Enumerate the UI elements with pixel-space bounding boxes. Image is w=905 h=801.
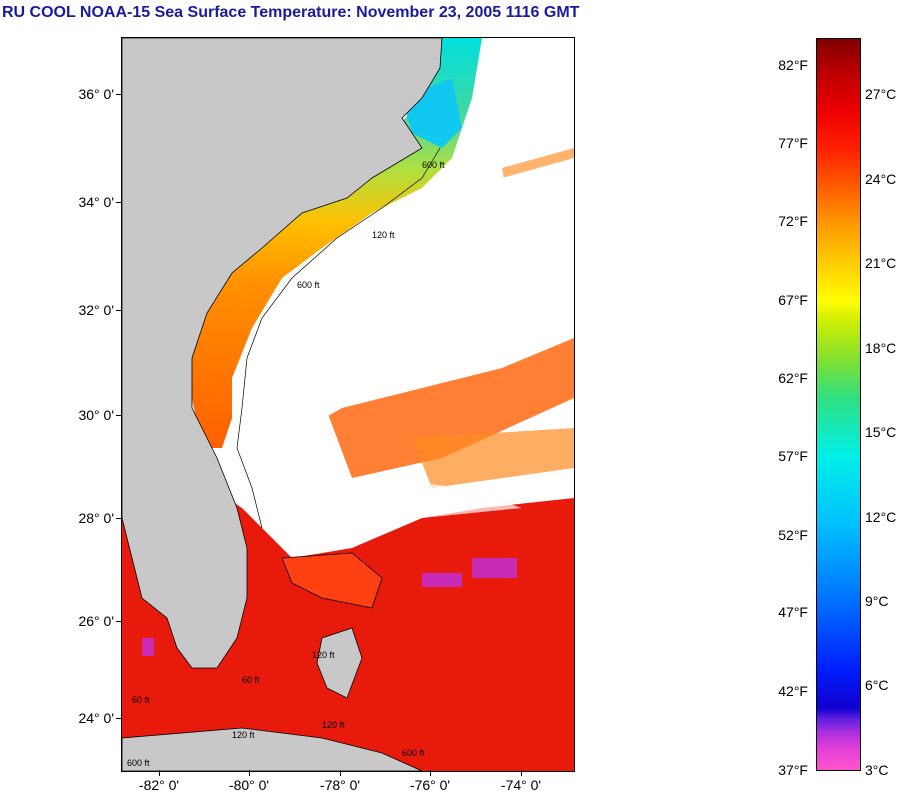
fahrenheit-label: 67°F (778, 292, 808, 308)
fahrenheit-label: 72°F (778, 213, 808, 229)
bahamas-bank (281, 552, 383, 609)
longitude-label: -80° 0' (228, 777, 270, 793)
celsius-label: 3°C (865, 762, 889, 778)
longitude-label: -76° 0' (409, 777, 451, 793)
latitude-label: 36° 0' (78, 86, 114, 102)
sst-map: 600 ft 120 ft 600 ft 120 ft 60 ft 120 ft… (121, 37, 575, 772)
lat-tick (116, 518, 122, 519)
lon-tick (430, 770, 431, 776)
celsius-label: 21°C (865, 255, 897, 271)
latitude-label: 26° 0' (78, 613, 114, 629)
longitude-label: -78° 0' (319, 777, 361, 793)
contour-label: 600 ft (297, 280, 320, 290)
fahrenheit-label: 57°F (778, 448, 808, 464)
latitude-label: 32° 0' (78, 302, 114, 318)
latitude-label: 28° 0' (78, 510, 114, 526)
contour-label: 600 ft (127, 758, 150, 768)
lat-tick (116, 415, 122, 416)
lon-tick (249, 770, 250, 776)
purple-cloud-artifacts (142, 558, 517, 656)
sst-map-canvas: 600 ft 120 ft 600 ft 120 ft 60 ft 120 ft… (122, 38, 574, 771)
temperature-colorbar (816, 38, 861, 771)
fahrenheit-label: 62°F (778, 370, 808, 386)
lon-tick (521, 770, 522, 776)
fahrenheit-label: 77°F (778, 135, 808, 151)
longitude-label: -74° 0' (500, 777, 542, 793)
orange-offshore-band-2 (412, 428, 574, 488)
lat-tick (116, 310, 122, 311)
lon-tick (340, 770, 341, 776)
latitude-label: 30° 0' (78, 407, 114, 423)
lon-tick (159, 770, 160, 776)
celsius-label: 27°C (865, 86, 897, 102)
contour-label: 60 ft (242, 675, 260, 685)
depth-contour (236, 147, 441, 529)
contour-label: 60 ft (132, 695, 150, 705)
cloud-cover (242, 158, 574, 528)
page-title: RU COOL NOAA-15 Sea Surface Temperature:… (2, 4, 580, 21)
contour-label: 120 ft (312, 650, 335, 660)
contour-label: 120 ft (232, 730, 255, 740)
contour-label: 600 ft (402, 748, 425, 758)
latitude-label: 34° 0' (78, 194, 114, 210)
contour-label: 120 ft (372, 230, 395, 240)
lat-tick (116, 202, 122, 203)
celsius-label: 9°C (865, 593, 889, 609)
cuba-coast (122, 727, 423, 771)
latitude-label: 24° 0' (78, 710, 114, 726)
fahrenheit-label: 42°F (778, 683, 808, 699)
contour-label: 600 ft (422, 160, 445, 170)
fahrenheit-label: 82°F (778, 57, 808, 73)
lat-tick (116, 718, 122, 719)
celsius-label: 6°C (865, 677, 889, 693)
celsius-label: 24°C (865, 171, 897, 187)
celsius-label: 18°C (865, 340, 897, 356)
fahrenheit-label: 37°F (778, 762, 808, 778)
contour-label: 120 ft (322, 720, 345, 730)
land-mainland (122, 38, 443, 669)
celsius-label: 12°C (865, 509, 897, 525)
lat-tick (116, 94, 122, 95)
celsius-label: 15°C (865, 424, 897, 440)
fahrenheit-label: 52°F (778, 527, 808, 543)
bahamas-islands (316, 627, 363, 699)
longitude-label: -82° 0' (138, 777, 180, 793)
orange-offshore-band (322, 338, 574, 478)
fahrenheit-label: 47°F (778, 604, 808, 620)
lat-tick (116, 621, 122, 622)
